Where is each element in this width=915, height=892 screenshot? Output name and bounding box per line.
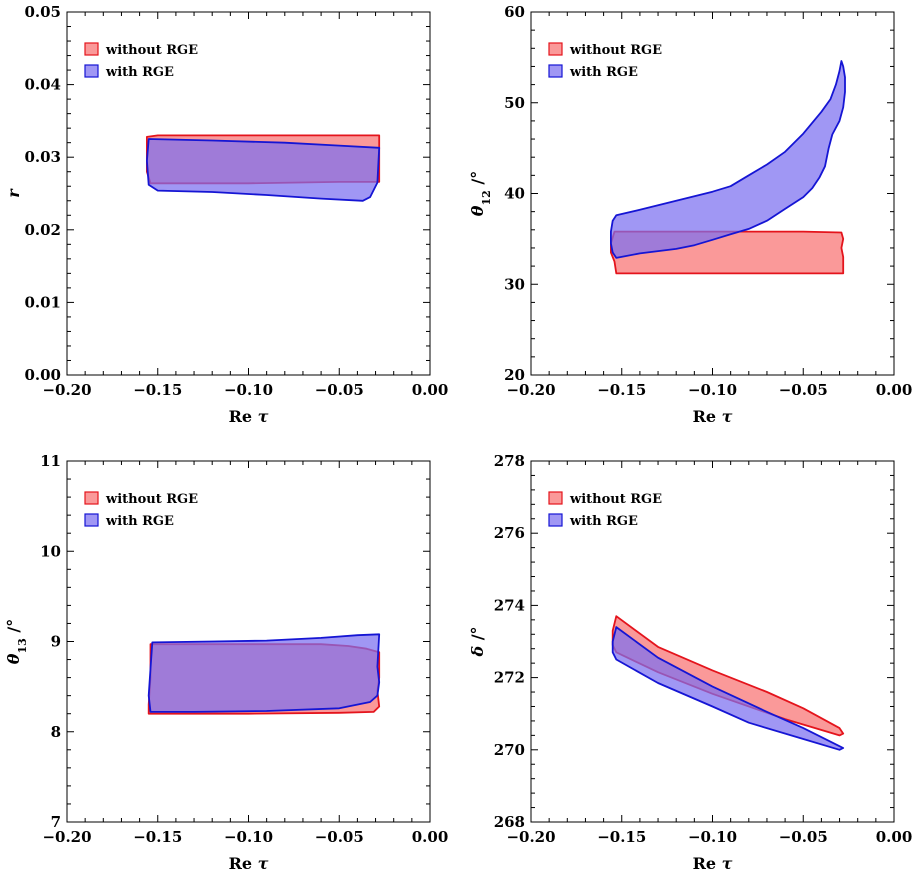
- legend-label-without-rge: without RGE: [569, 492, 662, 507]
- legend-label-without-rge: without RGE: [105, 43, 198, 58]
- legend-swatch-without-rge: [84, 42, 99, 56]
- x-tick-label: 0.00: [412, 828, 449, 846]
- x-tick-label: −0.05: [315, 381, 364, 399]
- y-tick-label: 0.03: [24, 148, 61, 166]
- x-tick-label: −0.15: [133, 828, 182, 846]
- legend-swatch-with-rge: [548, 64, 563, 78]
- y-tick-label: 268: [494, 813, 525, 831]
- y-axis-label: r: [4, 188, 23, 198]
- y-axis-label: θ13 /°: [4, 619, 29, 664]
- y-tick-label: 272: [494, 669, 525, 687]
- x-tick-label: −0.20: [506, 828, 555, 846]
- region-with-rge: [610, 60, 846, 259]
- y-tick-label: 60: [504, 3, 525, 21]
- chart-panel-1: −0.20 −0.15 −0.10 −0.05 0.00 0.00 0.01 0.02 0.03…: [4, 3, 448, 426]
- legend-swatch-with-rge: [548, 513, 563, 527]
- y-tick-label: 11: [40, 452, 61, 470]
- legend-label-with-rge: with RGE: [569, 514, 638, 529]
- x-axis-label: Re τ: [693, 854, 733, 873]
- y-axis-label: δ /°: [468, 626, 487, 657]
- y-tick-label: 274: [494, 596, 525, 614]
- legend-label-without-rge: without RGE: [569, 43, 662, 58]
- x-axis-label: Re τ: [229, 407, 269, 426]
- y-tick-label: 278: [494, 452, 525, 470]
- legend-label-with-rge: with RGE: [105, 65, 174, 80]
- x-axis-label: Re τ: [693, 407, 733, 426]
- y-tick-label: 10: [40, 542, 61, 560]
- y-tick-label: 8: [51, 723, 61, 741]
- y-tick-label: 0.05: [24, 3, 61, 21]
- legend-swatch-without-rge: [548, 42, 563, 56]
- chart-panel-2: −0.20 −0.15 −0.10 −0.05 0.00 20 30 40 50 60 Re τ θ1…: [468, 3, 912, 426]
- chart-panel-4: −0.20 −0.15 −0.10 −0.05 0.00 268 270 272 274 276 2…: [468, 452, 912, 873]
- legend-swatch-with-rge: [84, 513, 99, 527]
- chart-panel-3: −0.20 −0.15 −0.10 −0.05 0.00 7 8 9 10 11 Re τ θ13 /…: [4, 452, 448, 873]
- y-tick-label: 20: [504, 366, 525, 384]
- legend-swatch-without-rge: [548, 491, 563, 505]
- x-tick-label: −0.05: [779, 381, 828, 399]
- y-tick-label: 0.00: [24, 366, 61, 384]
- region-with-rge: [145, 138, 381, 202]
- y-tick-label: 0.01: [24, 293, 61, 311]
- y-tick-label: 50: [504, 94, 525, 112]
- x-tick-label: −0.10: [688, 381, 737, 399]
- y-tick-label: 30: [504, 275, 525, 293]
- y-axis-label: θ12 /°: [468, 171, 493, 216]
- x-tick-label: −0.15: [597, 828, 646, 846]
- legend-swatch-without-rge: [84, 491, 99, 505]
- y-tick-label: 0.04: [24, 76, 61, 94]
- x-tick-label: −0.10: [688, 828, 737, 846]
- x-tick-label: 0.00: [876, 381, 913, 399]
- legend-label-with-rge: with RGE: [105, 514, 174, 529]
- legend-label-without-rge: without RGE: [105, 492, 198, 507]
- x-tick-label: −0.05: [315, 828, 364, 846]
- y-tick-label: 276: [494, 524, 525, 542]
- y-tick-label: 270: [494, 741, 525, 759]
- region-with-rge: [611, 626, 845, 751]
- y-tick-label: 9: [51, 633, 61, 651]
- x-tick-label: −0.15: [597, 381, 646, 399]
- legend-label-with-rge: with RGE: [569, 65, 638, 80]
- x-tick-label: 0.00: [412, 381, 449, 399]
- y-tick-label: 7: [51, 813, 61, 831]
- x-tick-label: −0.15: [133, 381, 182, 399]
- x-tick-label: −0.10: [224, 828, 273, 846]
- x-axis-label: Re τ: [229, 854, 269, 873]
- region-with-rge: [147, 633, 381, 713]
- x-tick-label: −0.20: [42, 381, 91, 399]
- x-tick-label: −0.05: [779, 828, 828, 846]
- y-tick-label: 40: [504, 185, 525, 203]
- x-tick-label: 0.00: [876, 828, 913, 846]
- x-tick-label: −0.10: [224, 381, 273, 399]
- y-tick-label: 0.02: [24, 221, 61, 239]
- x-tick-label: −0.20: [42, 828, 91, 846]
- x-tick-label: −0.20: [506, 381, 555, 399]
- legend-swatch-with-rge: [84, 64, 99, 78]
